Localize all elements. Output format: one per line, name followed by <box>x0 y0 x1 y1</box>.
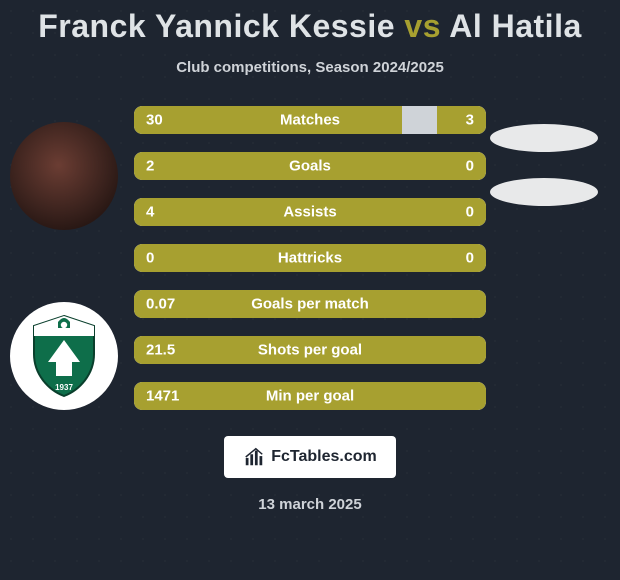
brand-text: FcTables.com <box>271 448 377 466</box>
stat-row: 0.07 Goals per match <box>134 290 486 318</box>
stat-row: 4 0 Assists <box>134 198 486 226</box>
stat-label: Goals <box>289 158 331 175</box>
stat-row: 0 0 Hattricks <box>134 244 486 272</box>
stat-value-right: 0 <box>466 204 474 221</box>
avatars-column: 1937 <box>10 122 118 410</box>
stat-rows: 30 3 Matches 2 0 Goals 4 0 Assists 0 0 Hattricks 0.0… <box>134 106 486 410</box>
stat-value-right: 0 <box>466 250 474 267</box>
stat-row: 1471 Min per goal <box>134 382 486 410</box>
subtitle: Club competitions, Season 2024/2025 <box>176 59 444 76</box>
right-ellipses <box>490 124 598 206</box>
footer-date: 13 march 2025 <box>258 496 361 513</box>
stat-value-left: 21.5 <box>146 342 175 359</box>
stat-value-left: 2 <box>146 158 154 175</box>
stat-value-right: 0 <box>466 158 474 175</box>
comparison-title: Franck Yannick Kessie vs Al Hatila <box>38 8 582 45</box>
player1-avatar <box>10 122 118 230</box>
stat-value-left: 0 <box>146 250 154 267</box>
stat-label: Goals per match <box>251 296 369 313</box>
stat-value-right: 3 <box>466 112 474 129</box>
stat-fill-right <box>437 106 486 134</box>
svg-text:1937: 1937 <box>55 383 73 392</box>
ellipse-decoration <box>490 178 598 206</box>
stat-value-left: 4 <box>146 204 154 221</box>
title-vs: vs <box>404 8 441 44</box>
stat-label: Matches <box>280 112 340 129</box>
stat-fill-left <box>134 106 402 134</box>
brand-badge: FcTables.com <box>224 436 396 478</box>
stat-row: 30 3 Matches <box>134 106 486 134</box>
stat-value-left: 30 <box>146 112 163 129</box>
stat-label: Hattricks <box>278 250 342 267</box>
stat-label: Shots per goal <box>258 342 362 359</box>
title-player2: Al Hatila <box>449 8 582 44</box>
stat-label: Min per goal <box>266 388 354 405</box>
title-player1: Franck Yannick Kessie <box>38 8 395 44</box>
stat-row: 2 0 Goals <box>134 152 486 180</box>
stat-label: Assists <box>283 204 336 221</box>
ellipse-decoration <box>490 124 598 152</box>
stat-value-left: 1471 <box>146 388 179 405</box>
player2-club-badge: 1937 <box>10 302 118 410</box>
stat-row: 21.5 Shots per goal <box>134 336 486 364</box>
club-shield-icon: 1937 <box>28 312 100 400</box>
stat-value-left: 0.07 <box>146 296 175 313</box>
chart-icon <box>243 446 265 468</box>
